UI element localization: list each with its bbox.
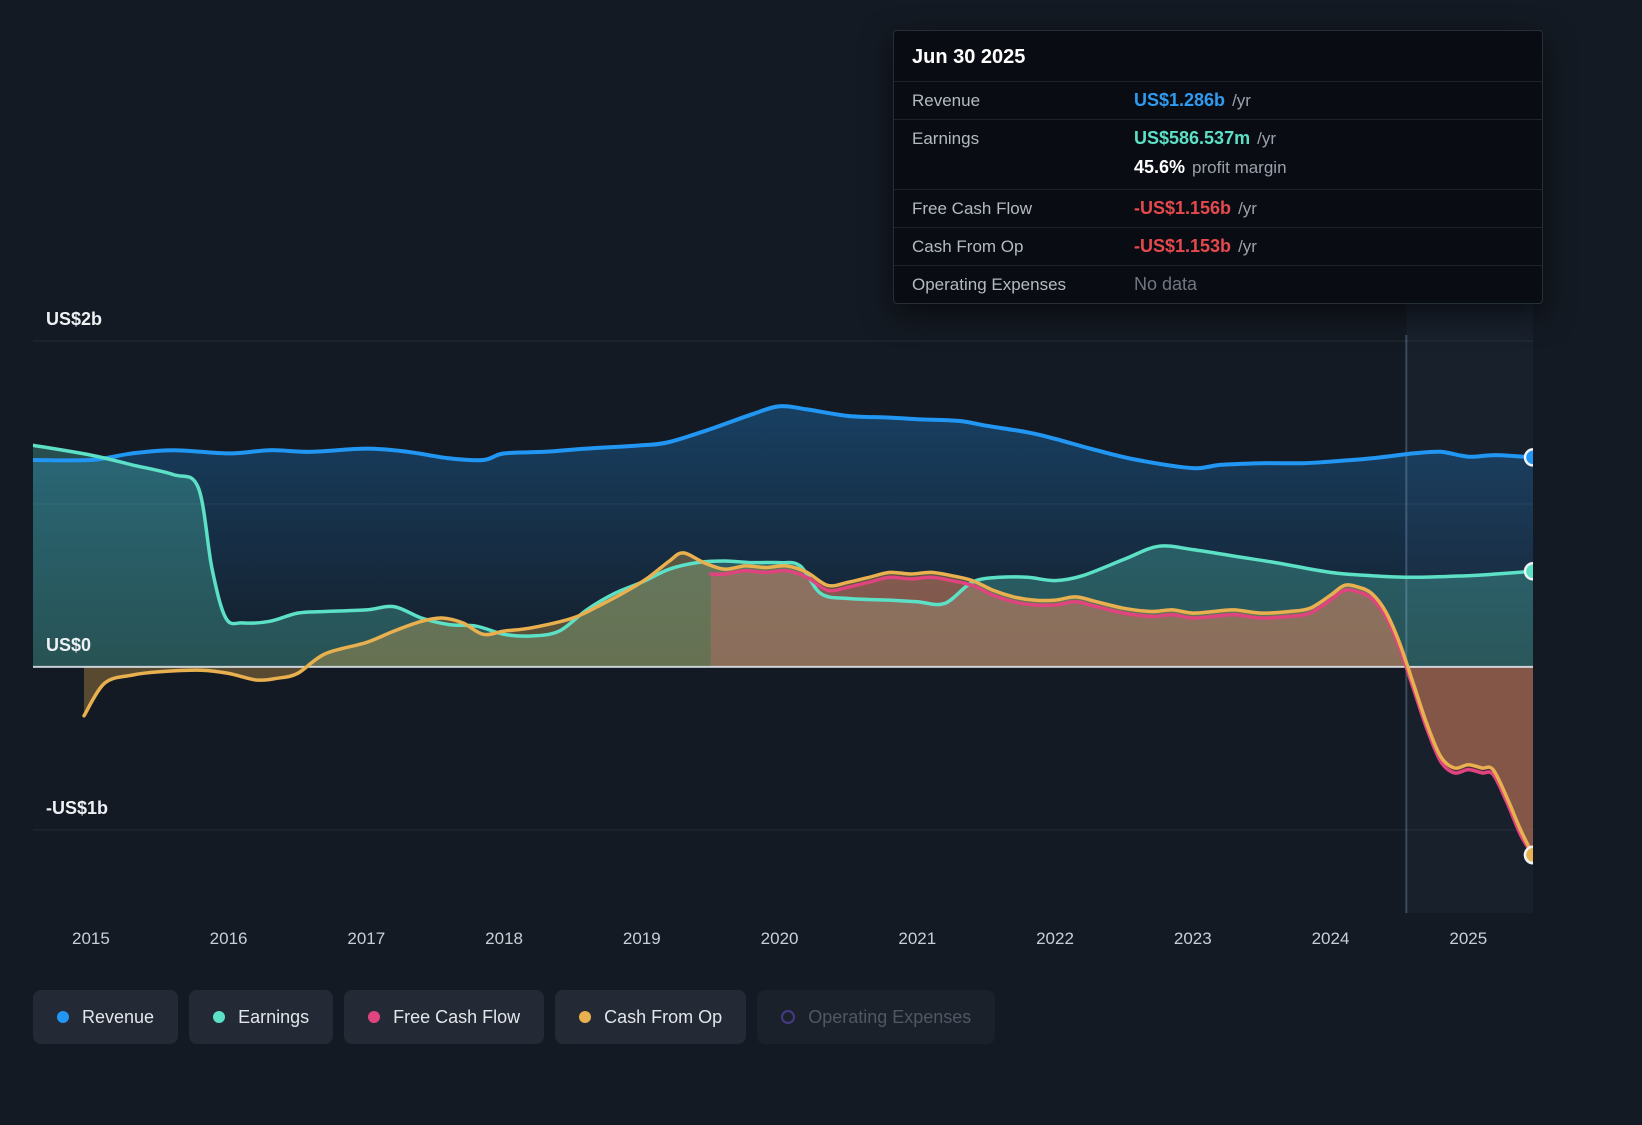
legend-label: Free Cash Flow bbox=[393, 1006, 521, 1027]
free-cash-flow-dot-icon bbox=[368, 1011, 381, 1023]
revenue-area bbox=[33, 406, 1533, 667]
tooltip-row-suffix: profit margin bbox=[1192, 158, 1287, 177]
revenue-dot-icon bbox=[57, 1011, 69, 1023]
axis-label-x: 2015 bbox=[72, 929, 110, 948]
tooltip-row-value: No data bbox=[1134, 274, 1198, 294]
axis-label-x: 2017 bbox=[347, 929, 385, 948]
tooltip-row-value: -US$1.156b bbox=[1134, 198, 1232, 218]
axis-label-x: 2022 bbox=[1036, 929, 1074, 948]
tooltip-row-label: Earnings bbox=[912, 129, 980, 148]
cash-from-op-dot-icon bbox=[579, 1011, 592, 1023]
axis-label-x: 2021 bbox=[898, 929, 936, 948]
legend-label: Revenue bbox=[82, 1006, 155, 1027]
legend: Revenue Earnings Free Cash Flow Cash From O… bbox=[33, 990, 996, 1044]
tooltip-row-value: US$586.537m bbox=[1134, 128, 1251, 148]
cash-from-op-line bbox=[82, 551, 1533, 857]
axis-label-y: US$0 bbox=[46, 635, 91, 655]
earnings-dot-icon bbox=[213, 1011, 226, 1023]
tooltip-row: Earnings US$586.537m/yr bbox=[894, 119, 1542, 157]
revenue-end-dot bbox=[1523, 448, 1533, 467]
cash-from-op-end-dot bbox=[1523, 845, 1533, 865]
legend-label: Cash From Op bbox=[604, 1006, 723, 1027]
axis-label-x: 2025 bbox=[1449, 929, 1487, 948]
free-cash-flow-area bbox=[710, 570, 1533, 856]
tooltip-rows: Revenue US$1.286b/yr Earnings US$586.537m/y… bbox=[894, 81, 1542, 303]
legend-item-earnings[interactable]: Earnings bbox=[189, 990, 334, 1044]
axis-label-x: 2018 bbox=[485, 929, 523, 948]
axis-label-x: 2024 bbox=[1312, 929, 1350, 948]
legend-label: Earnings bbox=[238, 1006, 310, 1027]
tooltip-date: Jun 30 2025 bbox=[912, 46, 1026, 68]
tooltip-row-value: US$1.286b bbox=[1134, 90, 1226, 110]
tooltip-row: Revenue US$1.286b/yr bbox=[894, 81, 1542, 119]
tooltip-row: Operating Expenses No data bbox=[894, 265, 1542, 303]
earnings-line bbox=[33, 443, 1533, 638]
legend-item-revenue[interactable]: Revenue bbox=[33, 990, 179, 1044]
tooltip: Jun 30 2025 Revenue US$1.286b/yr Earnings U… bbox=[893, 30, 1543, 304]
free-cash-flow-line bbox=[708, 568, 1533, 858]
tooltip-row-suffix: /yr bbox=[1232, 91, 1251, 110]
legend-item-operating-expenses[interactable]: Operating Expenses bbox=[757, 990, 996, 1044]
earnings-end-dot bbox=[1523, 562, 1533, 581]
operating-expenses-ring-icon bbox=[781, 1010, 796, 1024]
tooltip-row-value: 45.6% bbox=[1134, 157, 1186, 177]
legend-label: Operating Expenses bbox=[808, 1006, 972, 1027]
tooltip-row-label: Cash From Op bbox=[912, 237, 1024, 256]
tooltip-row: Cash From Op -US$1.153b/yr bbox=[894, 227, 1542, 265]
axis-label-x: 2020 bbox=[761, 929, 799, 948]
axis-label-x: 2016 bbox=[210, 929, 248, 948]
tooltip-row-suffix: /yr bbox=[1238, 237, 1257, 256]
legend-item-cash-from-op[interactable]: Cash From Op bbox=[555, 990, 747, 1044]
revenue-line bbox=[33, 404, 1533, 471]
tooltip-row-label: Operating Expenses bbox=[912, 275, 1067, 294]
tooltip-row-label: Revenue bbox=[912, 91, 981, 110]
tooltip-row-suffix: /yr bbox=[1238, 199, 1257, 218]
tooltip-row: 45.6% profit margin bbox=[894, 157, 1542, 189]
axis-label-y: US$2b bbox=[46, 309, 102, 329]
axis-label-y: -US$1b bbox=[46, 798, 108, 818]
tooltip-row-label: Free Cash Flow bbox=[912, 199, 1032, 218]
axis-label-x: 2023 bbox=[1174, 929, 1212, 948]
tooltip-row-suffix: /yr bbox=[1257, 129, 1276, 148]
tooltip-row-value: -US$1.153b bbox=[1134, 236, 1232, 256]
cash-from-op-area bbox=[84, 552, 1533, 855]
tooltip-row: Free Cash Flow -US$1.156b/yr bbox=[894, 189, 1542, 227]
axis-label-x: 2019 bbox=[623, 929, 661, 948]
legend-item-free-cash-flow[interactable]: Free Cash Flow bbox=[344, 990, 545, 1044]
